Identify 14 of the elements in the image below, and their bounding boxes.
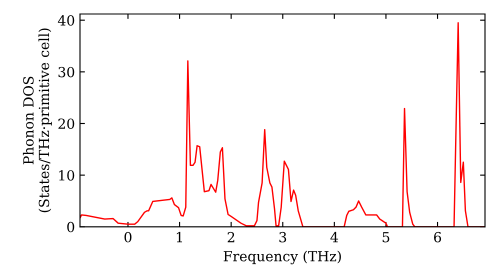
x-tick-label: 3 [279,232,286,242]
y-axis-title: Phonon DOS (States/THz·primitive cell) [22,28,52,212]
y-tick-label: 20 [58,118,74,129]
x-tick-label: 5 [382,232,390,242]
y-tick-label: 40 [58,15,74,26]
x-tick-label: 1 [176,232,182,242]
y-tick-label: 10 [59,170,74,181]
x-tick-label: 0 [124,232,132,242]
y-tick-label: 30 [58,66,74,78]
y-tick-label: 0 [67,222,74,232]
x-tick-label: 4 [330,232,338,242]
x-axis-title: Frequency (THz) [224,250,341,264]
x-tick-label: 2 [228,232,234,242]
x-tick-label: 6 [434,232,442,242]
